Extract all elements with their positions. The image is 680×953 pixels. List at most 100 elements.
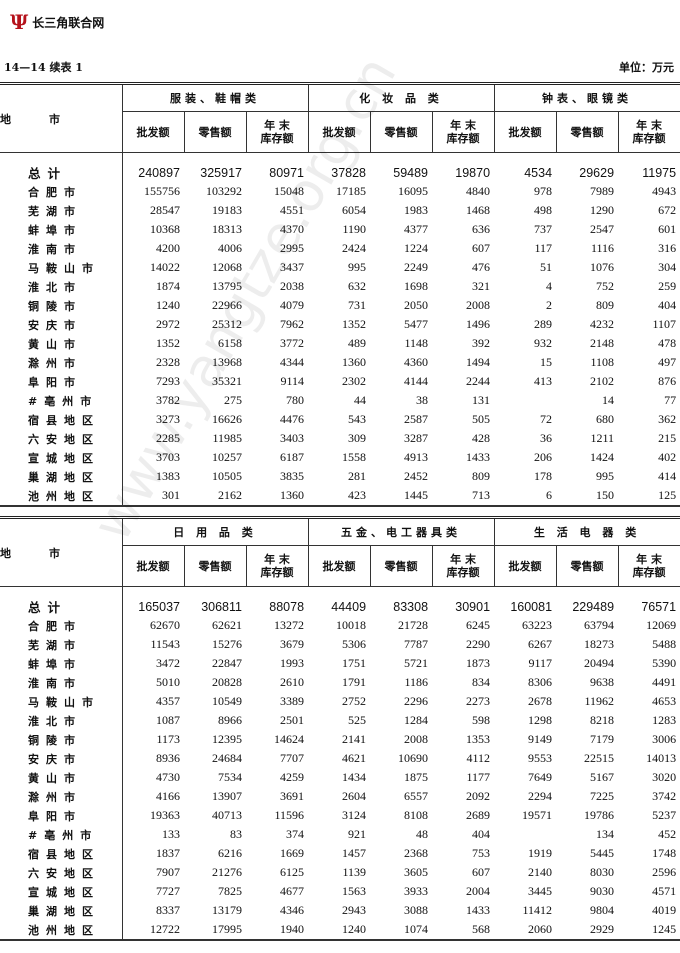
table-row: 池州地区 12722 17995 1940 1240 1074 568 2060 2929 124… — [0, 920, 680, 940]
region-name: 芜湖市 — [0, 635, 123, 654]
region-name: 巢湖地区 — [0, 901, 123, 920]
table-cell: 4079 — [280, 298, 305, 312]
table-cell: 1496 — [466, 317, 491, 331]
table-cell: 125 — [658, 488, 677, 502]
table-cell: 15 — [540, 355, 553, 369]
table-row: 合肥市 155756 103292 15048 17185 16095 4840 978 798… — [0, 182, 680, 201]
table-cell: 2290 — [466, 637, 491, 651]
table-cell: 1116 — [590, 241, 615, 255]
table-cell: 14022 — [150, 260, 180, 274]
table-cell: 11985 — [212, 431, 242, 445]
table-cell: 13795 — [212, 279, 242, 293]
table-cell: 240897 — [138, 165, 180, 180]
table-cell: 4232 — [590, 317, 615, 331]
table-cell: 76571 — [641, 599, 677, 614]
table-cell: 9553 — [528, 751, 553, 765]
table-cell: 809 — [472, 469, 491, 483]
table-cell: 14624 — [274, 732, 305, 746]
area-header: 地市 — [0, 83, 123, 153]
group-header: 化 妆 品 类 — [307, 83, 495, 112]
table-cell: 2050 — [404, 298, 429, 312]
table-cell: 2008 — [404, 732, 429, 746]
group-header: 服装、鞋帽类 — [121, 83, 309, 112]
table-cell: 2162 — [218, 488, 242, 502]
table-cell: 4112 — [466, 751, 491, 765]
table-cell: 215 — [658, 431, 677, 445]
table-cell: 3835 — [280, 469, 305, 483]
table-row: #亳州市 133 83 374 921 48 404 134 452 — [0, 825, 680, 844]
table-cell: 7787 — [404, 637, 429, 651]
table-cell: 1107 — [652, 317, 677, 331]
table-row: 安庆市 8936 24684 7707 4621 10690 4112 9553 22515 14… — [0, 749, 680, 768]
table-cell: 63223 — [522, 618, 553, 632]
table-row: 蚌埠市 3472 22847 1993 1751 5721 1873 9117 20494 539… — [0, 654, 680, 673]
column-header: 批发额 — [493, 111, 557, 153]
table-cell: 10368 — [150, 222, 180, 236]
table-cell: 9149 — [528, 732, 553, 746]
table-row: 芜湖市 11543 15276 3679 5306 7787 2290 6267 18273 54… — [0, 635, 680, 654]
table-cell: 4476 — [280, 412, 305, 426]
table-cell: 8936 — [156, 751, 180, 765]
table-cell: 275 — [224, 393, 242, 407]
table-cell: 5306 — [342, 637, 367, 651]
region-name: 黄山市 — [0, 334, 123, 353]
table-cell: 150 — [596, 488, 615, 502]
table-cell: 3679 — [280, 637, 305, 651]
column-header: 零售额 — [369, 111, 433, 153]
table-cell: 876 — [658, 374, 677, 388]
table-cell: 88078 — [269, 599, 305, 614]
table-cell: 1993 — [280, 656, 305, 670]
region-name: 淮北市 — [0, 277, 123, 296]
table-cell: 44409 — [331, 599, 367, 614]
table-cell: 3006 — [652, 732, 677, 746]
table-cell: 3287 — [404, 431, 429, 445]
table-row: 淮北市 1087 8966 2501 525 1284 598 1298 8218 1283 — [0, 711, 680, 730]
table-cell: 2302 — [342, 374, 367, 388]
table-cell: 24684 — [212, 751, 242, 765]
table-cell: 17185 — [336, 184, 367, 198]
table-cell: 2678 — [528, 694, 553, 708]
table-cell: 12722 — [150, 922, 180, 936]
table-cell: 404 — [658, 298, 677, 312]
table-row: 淮北市 1874 13795 2038 632 1698 321 4 752 259 — [0, 277, 680, 296]
table-cell: 2587 — [404, 412, 429, 426]
column-header: 年 末 库存额 — [431, 111, 495, 153]
table-cell: 12395 — [212, 732, 242, 746]
table-cell: 1457 — [342, 846, 367, 860]
table-cell: 1177 — [466, 770, 491, 784]
table-cell: 607 — [472, 241, 491, 255]
region-name: #亳州市 — [0, 825, 123, 844]
table-cell: 281 — [348, 469, 367, 483]
table-cell: 713 — [472, 488, 491, 502]
table-cell: 7293 — [156, 374, 180, 388]
table-cell: 2943 — [342, 903, 367, 917]
table-row: 黄山市 4730 7534 4259 1434 1875 1177 7649 5167 3020 — [0, 768, 680, 787]
table-cell: 2610 — [280, 675, 305, 689]
table-cell: 1837 — [156, 846, 180, 860]
table-cell: 309 — [348, 431, 367, 445]
table-cell: 1087 — [156, 713, 180, 727]
table-cell: 1558 — [342, 450, 367, 464]
table-cell: 672 — [658, 203, 677, 217]
table-cell: 289 — [534, 317, 553, 331]
table-cell: 780 — [286, 393, 305, 407]
region-name: 安庆市 — [0, 749, 123, 768]
table-cell: 607 — [472, 865, 491, 879]
column-header: 批发额 — [307, 545, 371, 587]
table-cell: 165037 — [138, 599, 180, 614]
table-cell: 206 — [534, 450, 553, 464]
column-header: 年 末 库存额 — [431, 545, 495, 587]
region-name: 蚌埠市 — [0, 220, 123, 239]
table-cell: 3389 — [280, 694, 305, 708]
table-cell: 4621 — [342, 751, 367, 765]
table-row: 黄山市 1352 6158 3772 489 1148 392 932 2148 478 — [0, 334, 680, 353]
table-cell: 1290 — [590, 203, 615, 217]
table-cell: 7707 — [280, 751, 305, 765]
table-cell: 680 — [596, 412, 615, 426]
table-cell: 476 — [472, 260, 491, 274]
table-cell: 4344 — [280, 355, 305, 369]
table-row: 淮南市 5010 20828 2610 1791 1186 834 8306 9638 4491 — [0, 673, 680, 692]
table-cell: 3403 — [280, 431, 305, 445]
table-cell: 62670 — [150, 618, 180, 632]
